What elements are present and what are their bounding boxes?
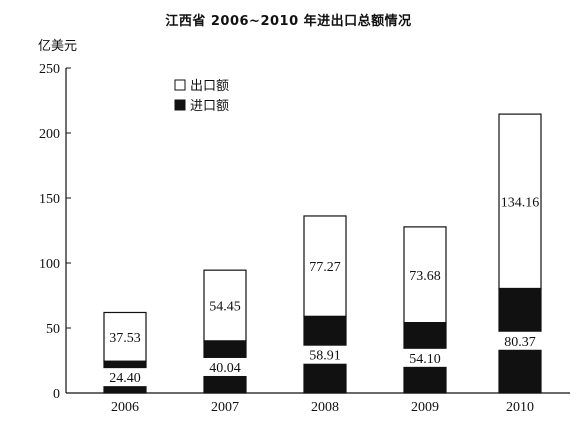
data-labels-group: 37.53 24.40 54.45 40.04 77.27 58.91 73.68 54.10… xyxy=(103,195,542,387)
y-tick-label: 100 xyxy=(39,257,60,272)
legend-swatch-export xyxy=(174,79,186,91)
chart-title: 江西省 2006~2010 年进出口总额情况 xyxy=(165,14,412,29)
import-value-label: 80.37 xyxy=(504,335,536,350)
export-value-label: 54.45 xyxy=(209,300,241,315)
export-value-label: 134.16 xyxy=(501,195,540,210)
y-tick-label: 150 xyxy=(39,192,60,207)
bar-export-2007 xyxy=(203,269,247,342)
import-label-box xyxy=(403,348,447,367)
bar-export-2010 xyxy=(498,113,542,290)
import-value-label: 58.91 xyxy=(309,349,341,364)
bar-export-2009 xyxy=(403,226,447,324)
import-value-label: 40.04 xyxy=(209,361,241,376)
export-value-label: 77.27 xyxy=(309,260,341,275)
x-tick-label: 2006 xyxy=(111,400,139,415)
import-label-box xyxy=(303,345,347,364)
bar-export-2006 xyxy=(103,311,147,362)
x-tick-label: 2010 xyxy=(506,400,534,415)
x-tick-label: 2009 xyxy=(411,400,439,415)
y-tick-label: 0 xyxy=(53,387,60,402)
y-axis-unit-label: 亿美元 xyxy=(38,39,77,54)
import-label-box xyxy=(103,368,147,387)
legend-swatch-import xyxy=(174,99,186,111)
import-value-label: 54.10 xyxy=(409,352,441,367)
import-value-label: 24.40 xyxy=(109,371,141,386)
bar-export-2008 xyxy=(303,215,347,318)
legend-label-export: 出口额 xyxy=(190,79,229,94)
import-label-box xyxy=(203,357,247,376)
export-value-label: 73.68 xyxy=(409,269,441,284)
x-tick-label: 2007 xyxy=(211,400,239,415)
y-tick-label: 250 xyxy=(39,62,60,77)
legend-label-import: 进口额 xyxy=(190,99,229,114)
import-label-box xyxy=(498,331,542,350)
y-tick-label: 200 xyxy=(39,127,60,142)
y-tick-label: 50 xyxy=(46,322,60,337)
x-tick-label: 2008 xyxy=(311,400,339,415)
export-value-label: 37.53 xyxy=(109,331,141,346)
